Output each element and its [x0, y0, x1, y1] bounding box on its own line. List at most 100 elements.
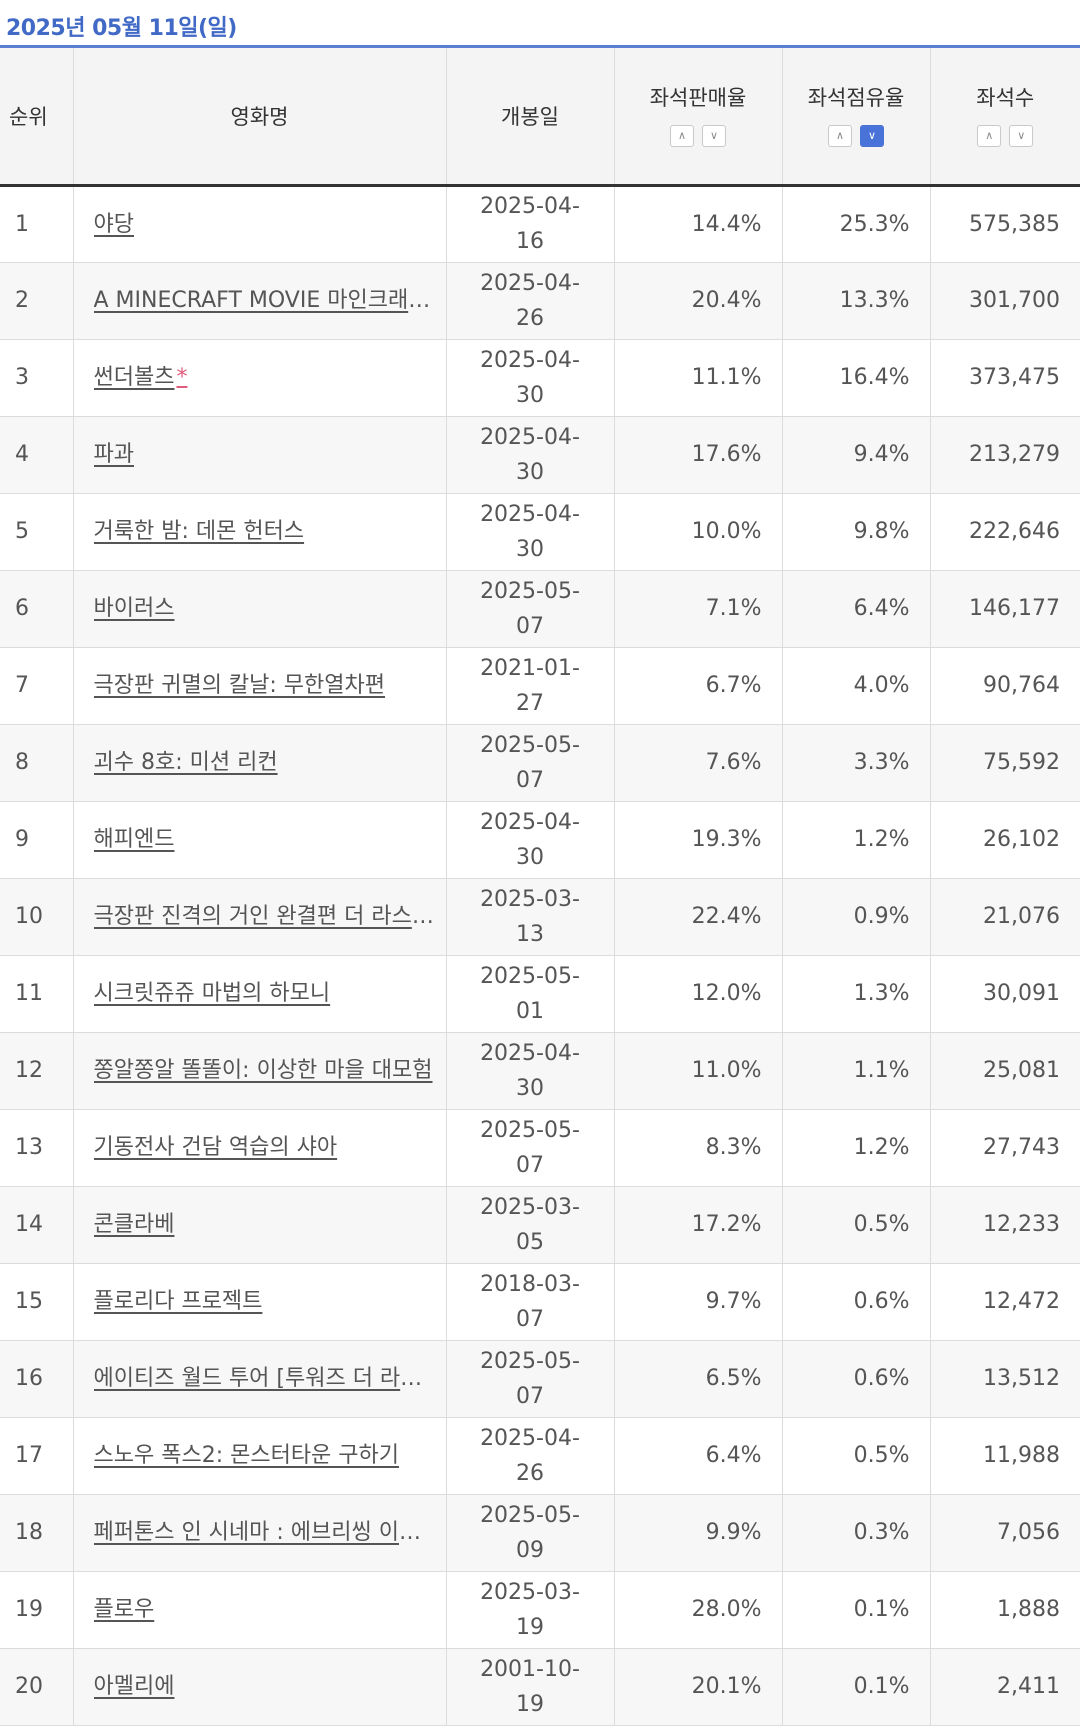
title-cell: 에이티즈 월드 투어 [투워즈 더 라이트 : 윌 투 파워] 인 시네마: [72, 1340, 446, 1418]
movie-title-link[interactable]: 에이티즈 월드 투어 [투워즈 더 라이트 : 윌 투 파워] 인 시네마: [93, 1366, 438, 1391]
movie-title-link[interactable]: 쫑알쫑알 똘똘이: 이상한 마을 대모험: [93, 1058, 433, 1083]
title-wrapper: 해피엔드: [94, 822, 438, 857]
rank-cell: 8: [0, 724, 73, 802]
table-row: 4 파과 2025-04-30 17.6% 9.4% 213,279: [0, 416, 1080, 494]
release-date-cell: 2025-04-26: [445, 1417, 614, 1495]
title-wrapper: 극장판 귀멸의 칼날: 무한열차편: [94, 668, 438, 703]
rank-cell: 16: [0, 1340, 73, 1418]
seat-share-cell: 13.3%: [781, 262, 930, 340]
table-row: 2 A MINECRAFT MOVIE 마인크래프트 무비 2025-04-2620…: [0, 262, 1080, 340]
title-cell: 파과: [72, 416, 446, 494]
title-wrapper: 플로우: [94, 1592, 438, 1627]
release-date-cell: 2025-04-30: [445, 339, 614, 417]
seat-count-cell: 75,592: [929, 724, 1080, 802]
title-wrapper: 파과: [94, 437, 438, 472]
movie-title-link[interactable]: 극장판 진격의 거인 완결편 더 라스트 어택: [93, 904, 438, 929]
movie-title-link[interactable]: 썬더볼츠: [93, 365, 175, 390]
seat-share-cell: 0.9%: [781, 878, 930, 956]
title-wrapper: 야당: [94, 207, 438, 242]
rank-cell: 1: [0, 185, 73, 263]
column-header-seats: 좌석수 ∧ ∨: [929, 48, 1080, 187]
seat-count-cell: 575,385: [929, 185, 1080, 263]
release-date-cell: 2001-10-19: [445, 1648, 614, 1726]
movie-title-link[interactable]: 플로우: [93, 1597, 155, 1622]
table-row: 6 바이러스 2025-05-07 7.1% 6.4% 146,177: [0, 570, 1080, 648]
seat-sale-rate-cell: 7.6%: [613, 724, 782, 802]
column-header-seat-share: 좌석점유율 ∧ ∨: [781, 48, 930, 187]
seat-sale-rate-cell: 10.0%: [613, 493, 782, 571]
rank-cell: 2: [0, 262, 73, 340]
release-date-cell: 2025-05-07: [445, 1340, 614, 1418]
column-header-title: 영화명: [72, 48, 446, 187]
movie-title-link[interactable]: 거룩한 밤: 데몬 헌터스: [93, 519, 305, 544]
column-label: 좌석판매율: [649, 86, 747, 110]
movie-title-link[interactable]: 페퍼톤스 인 시네마 : 에브리씽 이즈 파인: [93, 1520, 438, 1545]
date-title: 2025년 05월 11일(일): [6, 16, 237, 41]
movie-title-link[interactable]: 플로리다 프로젝트: [93, 1289, 263, 1314]
seat-sale-rate-cell: 9.9%: [613, 1494, 782, 1572]
chevron-up-icon[interactable]: ∧: [977, 125, 1002, 147]
movie-title-link[interactable]: 야당: [93, 211, 134, 237]
movie-title-link[interactable]: 콘클라베: [93, 1212, 175, 1237]
seat-count-cell: 7,056: [929, 1494, 1080, 1572]
rank-cell: 15: [0, 1263, 73, 1341]
rank-cell: 20: [0, 1648, 73, 1726]
title-wrapper: 아멜리에: [94, 1669, 438, 1704]
rank-cell: 7: [0, 647, 73, 725]
movie-title-link[interactable]: 바이러스: [93, 596, 175, 621]
seat-sale-rate-cell: 14.4%: [613, 185, 782, 263]
title-cell: 아멜리에: [72, 1648, 446, 1726]
sort-controls: ∧ ∨: [783, 125, 930, 147]
chevron-down-icon[interactable]: ∨: [1009, 125, 1034, 147]
release-date-cell: 2025-03-05: [445, 1186, 614, 1264]
chevron-down-icon[interactable]: ∨: [860, 125, 884, 147]
rank-cell: 17: [0, 1417, 73, 1495]
seat-share-cell: 0.3%: [781, 1494, 930, 1572]
rank-cell: 6: [0, 570, 73, 648]
seat-count-cell: 21,076: [929, 878, 1080, 956]
title-wrapper: 플로리다 프로젝트: [94, 1284, 438, 1319]
seat-share-cell: 1.2%: [781, 1109, 930, 1187]
rank-cell: 14: [0, 1186, 73, 1264]
release-date-cell: 2025-05-07: [445, 570, 614, 648]
movie-title-link[interactable]: 시크릿쥬쥬 마법의 하모니: [93, 981, 331, 1006]
title-cell: 괴수 8호: 미션 리컨: [72, 724, 446, 802]
title-cell: 플로우: [72, 1571, 446, 1649]
table-row: 1 야당 2025-04-16 14.4% 25.3% 575,385: [0, 185, 1080, 263]
movie-title-link[interactable]: 파과: [93, 442, 134, 467]
table-row: 5 거룩한 밤: 데몬 헌터스 2025-04-30 10.0% 9.8% 222,646: [0, 493, 1080, 571]
seat-sale-rate-cell: 9.7%: [613, 1263, 782, 1341]
seat-count-cell: 146,177: [929, 570, 1080, 648]
sort-controls: ∧ ∨: [931, 125, 1080, 147]
movie-title-link[interactable]: 해피엔드: [93, 827, 175, 852]
movie-title-link[interactable]: 스노우 폭스2: 몬스터타운 구하기: [93, 1443, 400, 1468]
release-date-cell: 2025-04-30: [445, 801, 614, 879]
movie-title-link[interactable]: 기동전사 건담 역습의 샤아: [93, 1135, 338, 1160]
title-cell: 플로리다 프로젝트: [72, 1263, 446, 1341]
title-wrapper: 기동전사 건담 역습의 샤아: [94, 1130, 438, 1165]
chevron-up-icon[interactable]: ∧: [828, 125, 852, 147]
table-row: 16 에이티즈 월드 투어 [투워즈 더 라이트 : 윌 투 파워] 인 시네마 2…: [0, 1340, 1080, 1418]
movie-title-link[interactable]: A MINECRAFT MOVIE 마인크래프트 무비: [93, 288, 438, 313]
seat-sale-rate-cell: 20.1%: [613, 1648, 782, 1726]
chevron-up-icon[interactable]: ∧: [670, 125, 694, 147]
table-row: 8 괴수 8호: 미션 리컨 2025-05-07 7.6% 3.3% 75,592: [0, 724, 1080, 802]
title-wrapper: 극장판 진격의 거인 완결편 더 라스트 어택: [94, 899, 438, 934]
movie-title-link[interactable]: 아멜리에: [93, 1674, 175, 1699]
chevron-down-icon[interactable]: ∨: [702, 125, 726, 147]
title-wrapper: A MINECRAFT MOVIE 마인크래프트 무비: [94, 283, 438, 318]
title-cell: 극장판 귀멸의 칼날: 무한열차편: [72, 647, 446, 725]
seat-sale-rate-cell: 11.1%: [613, 339, 782, 417]
movie-title-link[interactable]: 극장판 귀멸의 칼날: 무한열차편: [93, 673, 386, 698]
title-cell: 기동전사 건담 역습의 샤아: [72, 1109, 446, 1187]
seat-share-cell: 6.4%: [781, 570, 930, 648]
movie-title-link[interactable]: 괴수 8호: 미션 리컨: [93, 750, 278, 775]
title-cell: 콘클라베: [72, 1186, 446, 1264]
seat-count-cell: 301,700: [929, 262, 1080, 340]
seat-sale-rate-cell: 11.0%: [613, 1032, 782, 1110]
column-header-release: 개봉일: [445, 48, 614, 187]
rank-cell: 3: [0, 339, 73, 417]
release-date-cell: 2025-04-26: [445, 262, 614, 340]
seat-sale-rate-cell: 12.0%: [613, 955, 782, 1033]
title-cell: 썬더볼츠*: [72, 339, 446, 417]
